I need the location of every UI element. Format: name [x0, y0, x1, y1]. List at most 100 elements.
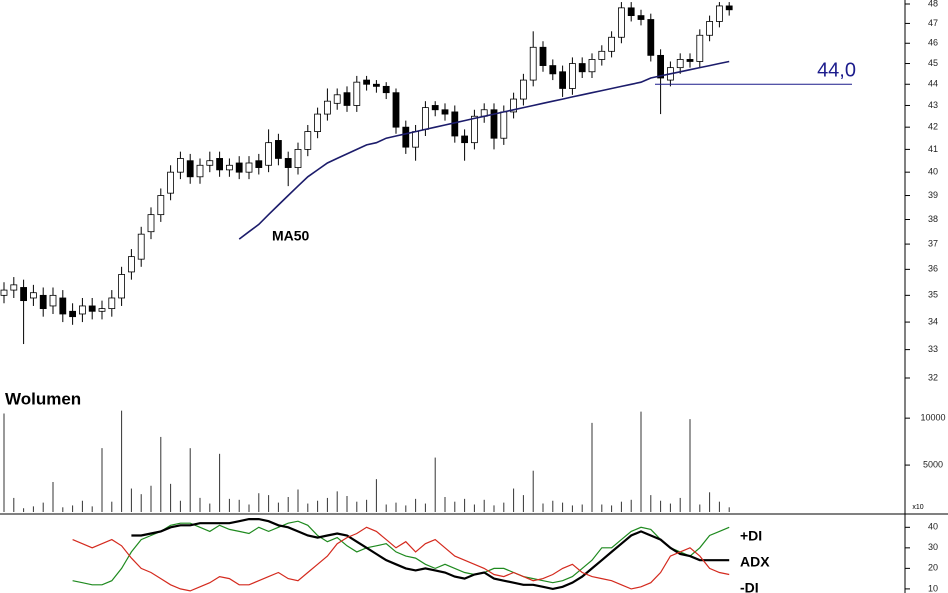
candle-body	[176, 158, 184, 173]
candle-body	[39, 294, 47, 310]
candle-body	[10, 284, 18, 291]
indicator-line	[72, 526, 730, 592]
candle-body	[79, 305, 86, 315]
candle-body	[461, 135, 469, 144]
candle-body	[637, 15, 645, 20]
candle-body	[186, 160, 194, 178]
candle-body	[225, 164, 233, 171]
y-tick-label: 30	[928, 542, 938, 552]
candle-body	[431, 105, 439, 111]
candle-body	[618, 7, 625, 38]
legend-label: +DI	[740, 528, 762, 544]
y-tick-label: 10	[928, 583, 938, 593]
y-tick-label: 36	[928, 264, 938, 274]
candle-body	[549, 65, 557, 75]
multiplier-label: x10	[912, 504, 923, 511]
candle-body	[265, 142, 273, 166]
candle-body	[0, 289, 8, 296]
y-tick-label: 45	[928, 58, 938, 68]
candle-body	[323, 100, 331, 115]
y-tick-label: 40	[928, 522, 938, 532]
y-tick-label: 38	[928, 214, 938, 224]
candle-body	[470, 115, 478, 144]
candle-body	[382, 85, 390, 94]
candle-body	[725, 5, 733, 11]
candle-body	[510, 98, 518, 113]
y-tick-label: 43	[928, 100, 938, 110]
candle-body	[539, 46, 547, 66]
candle-body	[372, 83, 380, 87]
candle-body	[686, 59, 694, 62]
candle-body	[353, 81, 361, 106]
y-tick-label: 39	[928, 190, 938, 200]
candle-body	[29, 292, 37, 299]
candle-body	[696, 34, 704, 62]
candle-body	[284, 158, 292, 168]
candle-body	[343, 92, 351, 106]
candle-body	[657, 54, 664, 79]
candle-body	[127, 256, 135, 273]
candle-body	[137, 233, 145, 260]
y-tick-label: 44	[928, 79, 938, 89]
candle-body	[206, 160, 214, 166]
candle-body	[49, 294, 57, 307]
y-tick-label: 35	[928, 290, 938, 300]
candle-body	[529, 46, 537, 81]
indicator-line	[131, 518, 730, 591]
legend-label: -DI	[740, 580, 759, 593]
candle-body	[500, 111, 508, 139]
candle-body	[412, 131, 420, 148]
candle-body	[304, 131, 312, 150]
candle-body	[88, 305, 96, 312]
candle-body	[402, 126, 410, 148]
candle-body	[608, 36, 615, 52]
y-tick-label: 20	[928, 563, 938, 573]
ma-label: MA50	[272, 228, 310, 244]
candle-body	[274, 140, 282, 159]
candle-body	[647, 19, 655, 56]
candle-body	[118, 274, 125, 299]
volume-title: Wolumen	[5, 389, 81, 408]
candle-body	[167, 171, 175, 194]
candle-body	[569, 63, 576, 89]
candle-body	[598, 50, 606, 60]
candle-body	[676, 59, 684, 69]
candle-body	[59, 297, 67, 315]
candle-body	[627, 7, 635, 17]
candle-body	[69, 310, 76, 318]
candle-body	[421, 107, 429, 130]
candle-body	[706, 21, 713, 36]
candle-body	[216, 158, 224, 171]
candle-body	[490, 109, 498, 139]
candle-body	[314, 113, 322, 132]
candle-body	[578, 63, 586, 73]
candle-body	[392, 92, 400, 128]
candle-body	[588, 59, 596, 73]
candle-body	[333, 94, 341, 104]
y-tick-label: 48	[928, 0, 938, 8]
candle-body	[255, 160, 263, 168]
candle-body	[235, 162, 243, 173]
y-tick-label: 46	[928, 38, 938, 48]
candle-body	[716, 5, 723, 22]
candle-body	[157, 195, 165, 216]
legend-label: ADX	[740, 554, 770, 570]
candle-body	[441, 109, 449, 115]
candle-body	[20, 287, 28, 302]
candle-body	[98, 308, 106, 312]
candle-body	[196, 164, 204, 178]
candle-body	[245, 162, 253, 173]
candle-body	[294, 148, 302, 168]
candle-body	[147, 214, 155, 233]
y-tick-label: 40	[928, 167, 938, 177]
indicator-line	[72, 520, 730, 586]
ma-line	[238, 60, 730, 240]
candle-body	[363, 79, 371, 85]
y-tick-label: 32	[928, 372, 938, 382]
y-tick-label: 34	[928, 316, 938, 326]
annotation-label: 44,0	[817, 60, 856, 82]
y-tick-label: 41	[928, 144, 938, 154]
y-tick-label: 37	[928, 238, 938, 248]
y-tick-label: 42	[928, 122, 938, 132]
